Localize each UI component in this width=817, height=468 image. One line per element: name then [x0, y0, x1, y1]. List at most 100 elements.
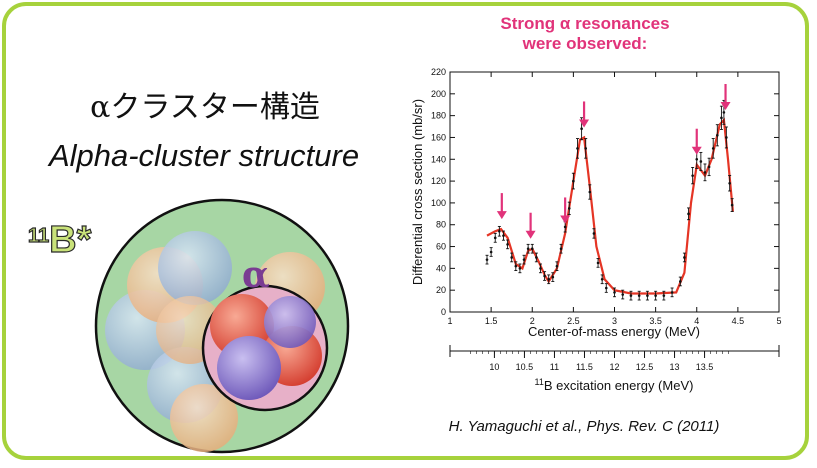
nucleon-ball: [158, 231, 232, 305]
data-point: [715, 124, 719, 147]
data-point: [571, 172, 575, 190]
point-marker: [592, 232, 596, 235]
point-marker: [518, 267, 522, 270]
data-point: [699, 151, 703, 171]
slide-frame: [2, 2, 809, 460]
secondary-axis-label: B excitation energy (MeV): [544, 378, 694, 393]
data-point: [538, 263, 542, 274]
point-marker: [730, 203, 734, 207]
citation: H. Yamaguchi et al., Phys. Rev. C (2011): [448, 418, 720, 435]
point-marker: [687, 212, 690, 216]
y-tick-label: 220: [431, 67, 446, 77]
point-marker: [629, 294, 633, 297]
point-marker: [530, 247, 534, 251]
data-point: [543, 271, 547, 281]
secondary-tick-label: 11.5: [576, 362, 593, 372]
x-tick-label: 3.5: [649, 316, 662, 326]
point-marker: [654, 294, 657, 297]
point-marker: [646, 294, 649, 297]
data-point: [506, 239, 510, 250]
point-marker: [725, 136, 728, 139]
point-marker: [506, 243, 509, 246]
point-marker: [543, 274, 546, 278]
data-point: [691, 167, 695, 185]
alpha-label: α: [242, 254, 270, 296]
data-point: [711, 138, 715, 159]
data-point: [728, 175, 732, 192]
data-point: [559, 243, 563, 254]
point-marker: [662, 294, 666, 297]
point-marker: [535, 256, 538, 259]
secondary-tick-label: 12.5: [636, 362, 654, 372]
data-point: [682, 252, 686, 263]
headline: Strong α resonances were observed:: [470, 14, 700, 54]
secondary-tick-label: 11: [550, 362, 559, 372]
data-point: [514, 261, 518, 271]
point-marker: [596, 261, 600, 265]
point-marker: [576, 147, 579, 150]
secondary-axis-ticks: 10 10.5 11 11.5 12 12.5 13 13.5: [449, 345, 780, 372]
x-tick-label: 2.5: [567, 316, 580, 326]
data-point: [621, 289, 625, 300]
point-marker: [555, 264, 559, 268]
arrow-head: [579, 119, 590, 128]
data-point: [670, 287, 674, 298]
y-tick-label: 180: [431, 111, 446, 121]
nucleus-symbol: B*: [49, 219, 91, 261]
resonance-arrow: [720, 84, 731, 110]
x-tick-label: 5: [776, 316, 781, 326]
alpha-neutron: [217, 336, 281, 400]
data-point: [724, 126, 728, 149]
point-marker: [547, 277, 550, 281]
point-marker: [679, 280, 682, 283]
secondary-tick-label: 10: [489, 362, 499, 372]
resonance-arrow: [579, 101, 590, 128]
point-marker: [703, 171, 707, 174]
nucleus-mass-number: 11: [28, 225, 49, 247]
point-marker: [711, 147, 715, 150]
resonance-arrow: [525, 212, 536, 239]
y-tick-label: 120: [431, 176, 446, 186]
x-axis-ticks: 1 1.5 2 2.5 3 3.5 4 4.5 5: [447, 72, 782, 326]
secondary-tick-label: 13.5: [696, 362, 714, 372]
secondary-tick-label: 12: [609, 362, 619, 372]
data-point: [613, 287, 616, 298]
fit-curve: [486, 117, 734, 295]
point-marker: [588, 190, 592, 194]
fit-curve-line: [486, 117, 734, 295]
y-tick-label: 40: [436, 263, 446, 273]
y-tick-label: 80: [436, 220, 446, 230]
point-marker: [493, 236, 497, 240]
arrow-head: [560, 215, 571, 224]
resonance-arrows: [496, 84, 731, 239]
title-english: Alpha-cluster structure: [48, 138, 360, 173]
point-marker: [526, 247, 530, 251]
plot-area: [449, 71, 780, 313]
data-point: [629, 290, 633, 301]
y-axis-ticks: 0 20 40 60 80 100 120 140 160 180 200 220: [431, 67, 779, 317]
data-point: [567, 201, 571, 216]
x-tick-label: 4.5: [732, 316, 745, 326]
point-marker: [551, 275, 555, 279]
x-tick-label: 2: [530, 316, 535, 326]
y-tick-label: 0: [441, 307, 446, 317]
point-marker: [707, 165, 711, 169]
data-points: [485, 99, 734, 301]
resonance-arrow: [496, 193, 507, 220]
data-point: [497, 225, 501, 237]
point-marker: [637, 294, 641, 297]
arrow-head: [720, 102, 731, 110]
x-tick-label: 1: [447, 316, 452, 326]
data-point: [547, 274, 551, 285]
data-point: [522, 254, 526, 265]
alpha-neutron: [264, 296, 316, 348]
x-tick-label: 1.5: [485, 316, 498, 326]
y-tick-label: 200: [431, 89, 446, 99]
title-japanese: αクラスター構造: [90, 90, 320, 125]
data-point: [501, 230, 505, 241]
data-point: [596, 258, 600, 268]
point-marker: [695, 157, 699, 161]
headline-line-2: were observed:: [522, 34, 648, 53]
secondary-tick-label: 13: [670, 362, 680, 372]
